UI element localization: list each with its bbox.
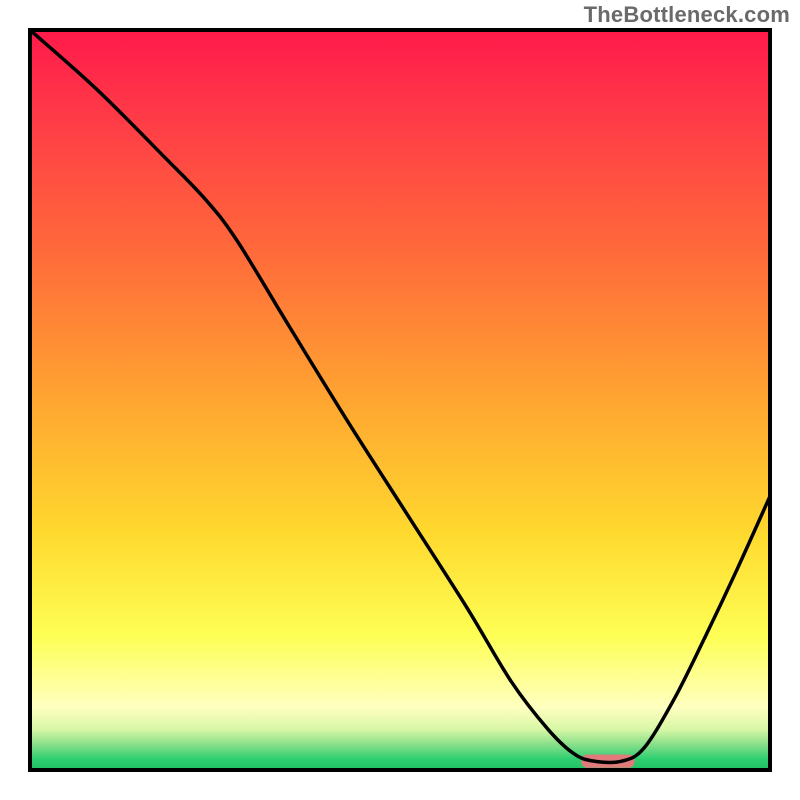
gradient-background — [30, 30, 770, 770]
bottleneck-chart — [0, 0, 800, 800]
chart-stage: TheBottleneck.com — [0, 0, 800, 800]
attribution-label: TheBottleneck.com — [584, 2, 790, 28]
